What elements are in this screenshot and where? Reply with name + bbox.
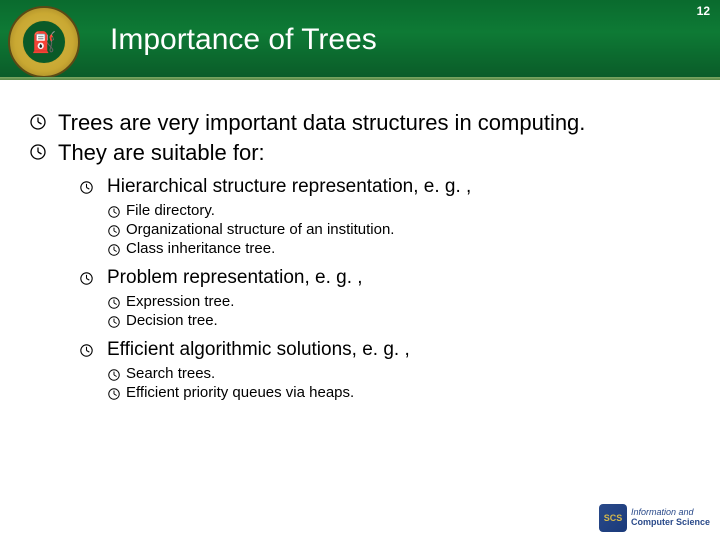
- clock-bullet-icon: [108, 296, 120, 308]
- footer-badge-icon: SCS: [599, 504, 627, 532]
- header-underline: [0, 77, 720, 80]
- sub-bullet-list: Efficient algorithmic solutions, e. g. ,: [80, 339, 690, 361]
- subsub-bullet-list: Expression tree. Decision tree.: [108, 293, 690, 329]
- list-item: Trees are very important data structures…: [30, 110, 690, 136]
- list-item: File directory.: [108, 202, 690, 219]
- clock-bullet-icon: [108, 387, 120, 399]
- clock-bullet-icon: [108, 315, 120, 327]
- bullet-text: Trees are very important data structures…: [58, 110, 585, 136]
- list-item: Efficient algorithmic solutions, e. g. ,: [80, 339, 690, 361]
- list-item: Problem representation, e. g. ,: [80, 267, 690, 289]
- clock-bullet-icon: [108, 368, 120, 380]
- subsub-text: Expression tree.: [126, 293, 234, 310]
- footer-text: Information and Computer Science: [631, 508, 710, 528]
- subsub-bullet-list: File directory. Organizational structure…: [108, 202, 690, 257]
- slide-header: ⛽ Importance of Trees 12: [0, 0, 720, 80]
- bullet-text: They are suitable for:: [58, 140, 265, 166]
- clock-bullet-icon: [80, 344, 93, 357]
- logo-symbol-icon: ⛽: [32, 30, 57, 55]
- subsub-bullet-list: Search trees. Efficient priority queues …: [108, 365, 690, 401]
- sub-bullet-list: Hierarchical structure representation, e…: [80, 176, 690, 198]
- page-number: 12: [697, 4, 710, 18]
- list-item: Hierarchical structure representation, e…: [80, 176, 690, 198]
- list-item: Expression tree.: [108, 293, 690, 310]
- clock-bullet-icon: [80, 181, 93, 194]
- list-item: Class inheritance tree.: [108, 240, 690, 257]
- subsub-text: Organizational structure of an instituti…: [126, 221, 394, 238]
- sub-bullet-list: Problem representation, e. g. ,: [80, 267, 690, 289]
- university-logo: ⛽: [8, 6, 80, 78]
- list-item: Decision tree.: [108, 312, 690, 329]
- list-item: Efficient priority queues via heaps.: [108, 384, 690, 401]
- clock-bullet-icon: [108, 243, 120, 255]
- list-item: Organizational structure of an instituti…: [108, 221, 690, 238]
- footer-department-logo: SCS Information and Computer Science: [599, 504, 710, 532]
- subsub-text: Search trees.: [126, 365, 215, 382]
- subsub-text: Class inheritance tree.: [126, 240, 275, 257]
- list-item: Search trees.: [108, 365, 690, 382]
- subsub-text: Efficient priority queues via heaps.: [126, 384, 354, 401]
- clock-bullet-icon: [30, 114, 46, 130]
- main-bullet-list: Trees are very important data structures…: [30, 110, 690, 166]
- subsub-text: File directory.: [126, 202, 215, 219]
- footer-line2: Computer Science: [631, 518, 710, 528]
- clock-bullet-icon: [108, 205, 120, 217]
- sub-heading: Hierarchical structure representation, e…: [107, 176, 471, 198]
- sub-heading: Efficient algorithmic solutions, e. g. ,: [107, 339, 410, 361]
- clock-bullet-icon: [80, 272, 93, 285]
- slide-content: Trees are very important data structures…: [0, 80, 720, 401]
- list-item: They are suitable for:: [30, 140, 690, 166]
- subsub-text: Decision tree.: [126, 312, 218, 329]
- clock-bullet-icon: [30, 144, 46, 160]
- slide-title: Importance of Trees: [110, 23, 377, 57]
- sub-heading: Problem representation, e. g. ,: [107, 267, 363, 289]
- clock-bullet-icon: [108, 224, 120, 236]
